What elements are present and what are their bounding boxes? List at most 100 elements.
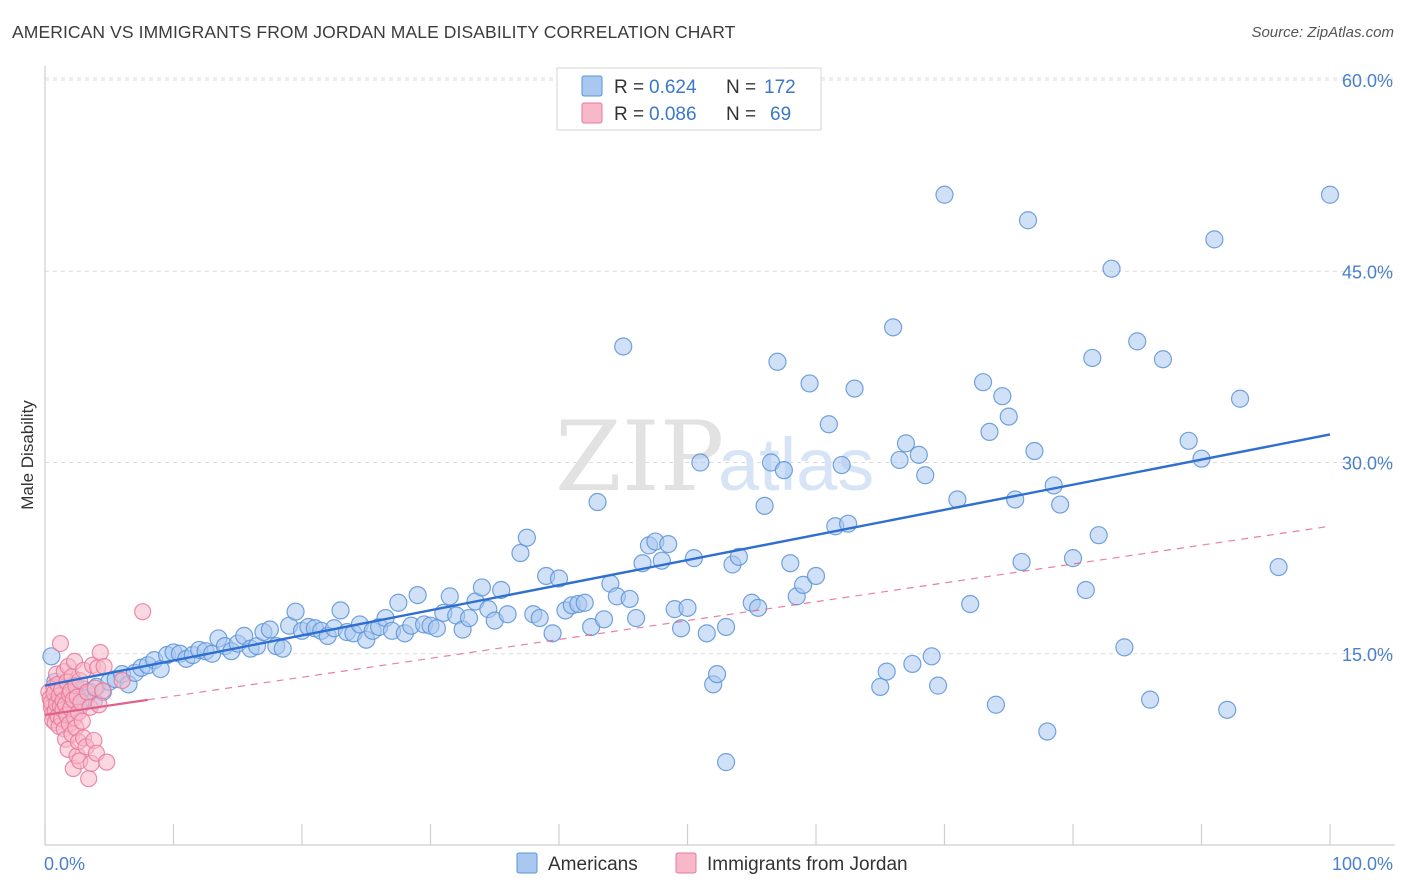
americans-trend-line — [44, 433, 1331, 687]
americans-point — [877, 662, 896, 681]
americans-point — [697, 624, 716, 643]
americans-point — [1018, 211, 1038, 230]
americans-point — [459, 608, 479, 628]
americans-point — [511, 543, 530, 563]
americans-point — [1012, 552, 1031, 572]
americans-point — [1025, 441, 1044, 461]
jordan-point — [134, 603, 152, 621]
y-tick-label: 30.0% — [1342, 454, 1393, 474]
americans-point — [260, 620, 279, 639]
jordan-point — [113, 671, 131, 690]
americans-point — [928, 676, 948, 695]
americans-point — [472, 578, 491, 597]
americans-point — [626, 608, 646, 628]
legend-r-americans: 0.624 — [649, 77, 697, 98]
americans-point — [1153, 350, 1173, 369]
americans-point — [806, 566, 826, 586]
jordan-point — [80, 770, 98, 788]
americans-point — [427, 619, 447, 638]
americans-point — [999, 407, 1018, 426]
americans-point — [707, 665, 727, 684]
americans-point — [871, 677, 890, 697]
americans-point — [800, 374, 819, 393]
americans-point — [1115, 638, 1134, 657]
grid-lines — [45, 77, 1395, 655]
americans-point — [832, 455, 851, 475]
americans-point — [1320, 185, 1340, 204]
americans-point — [883, 318, 903, 337]
americans-point — [781, 554, 800, 573]
y-tick-label: 60.0% — [1342, 71, 1393, 91]
americans-point — [1089, 526, 1108, 545]
americans-point — [498, 605, 517, 624]
x-tick-label: 100.0% — [1332, 854, 1393, 874]
americans-point — [961, 594, 980, 614]
americans-point — [1218, 700, 1237, 719]
americans-point — [819, 415, 838, 434]
americans-point — [909, 445, 928, 464]
americans-point — [678, 598, 697, 617]
americans-point — [549, 569, 569, 588]
legend-swatch-jordan — [581, 102, 603, 124]
legend-n-label: N = — [726, 104, 756, 125]
americans-point — [492, 580, 511, 600]
source-credit: Source: ZipAtlas.com — [1251, 24, 1394, 41]
americans-point — [1102, 259, 1121, 278]
jordan-point — [90, 696, 108, 714]
americans-point — [1269, 557, 1288, 577]
americans-point — [973, 373, 993, 392]
americans-point — [845, 379, 864, 398]
jordan-point — [51, 634, 70, 653]
americans-point — [671, 619, 691, 638]
bottom-legend-swatch-americans — [516, 852, 538, 874]
americans-point — [1128, 332, 1147, 351]
americans-point — [517, 528, 536, 547]
americans-point — [916, 466, 935, 485]
americans-point — [1083, 348, 1102, 368]
americans-point — [614, 337, 633, 356]
americans-point — [331, 601, 350, 620]
americans-point — [729, 547, 749, 566]
americans-point — [1179, 431, 1198, 450]
jordan-points — [40, 603, 152, 788]
americans-point — [935, 185, 954, 204]
x-tick-labels: 0.0% 100.0% — [44, 854, 1393, 874]
bottom-legend: Americans Immigrants from Jordan — [516, 852, 908, 875]
legend-n-label: N = — [726, 77, 756, 98]
americans-point — [588, 492, 607, 512]
americans-point — [768, 352, 787, 371]
americans-point — [273, 639, 292, 658]
americans-point — [389, 593, 408, 612]
americans-point — [1076, 580, 1095, 600]
americans-point — [716, 617, 736, 637]
americans-point — [1063, 549, 1083, 568]
americans-point — [755, 496, 774, 515]
y-tick-labels: 15.0% 30.0% 45.0% 60.0% — [1342, 71, 1393, 665]
americans-point — [896, 434, 916, 453]
chart-title: AMERICAN VS IMMIGRANTS FROM JORDAN MALE … — [12, 22, 736, 42]
legend-r-jordan: 0.086 — [649, 104, 697, 125]
americans-point — [691, 453, 710, 472]
americans-point — [903, 654, 922, 674]
americans-point — [659, 534, 678, 554]
watermark-atlas: atlas — [718, 423, 874, 506]
americans-point — [594, 610, 614, 629]
americans-point — [1205, 230, 1224, 249]
americans-point — [620, 589, 639, 609]
jordan-point — [98, 753, 116, 771]
legend-n-jordan: 69 — [770, 104, 791, 125]
americans-point — [1006, 490, 1025, 509]
americans-point — [716, 753, 736, 772]
americans-point — [749, 598, 768, 617]
legend: R = 0.624 N = 172 R = 0.086 N = 69 — [556, 67, 822, 131]
americans-point — [530, 608, 549, 628]
americans-point — [1044, 476, 1063, 495]
jordan-trend-solid — [44, 698, 148, 717]
americans-point — [922, 647, 941, 666]
americans-point — [286, 602, 305, 621]
bottom-legend-jordan: Immigrants from Jordan — [707, 854, 908, 875]
bottom-legend-americans: Americans — [548, 854, 638, 875]
bottom-legend-swatch-jordan — [675, 852, 697, 874]
y-tick-label: 15.0% — [1342, 645, 1393, 665]
